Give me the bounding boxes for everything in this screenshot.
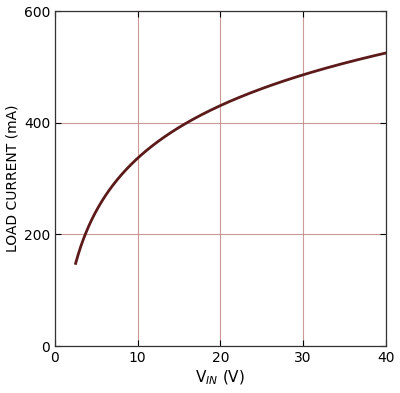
Y-axis label: LOAD CURRENT (mA): LOAD CURRENT (mA) bbox=[6, 105, 20, 252]
X-axis label: V$_{IN}$ (V): V$_{IN}$ (V) bbox=[195, 369, 245, 387]
